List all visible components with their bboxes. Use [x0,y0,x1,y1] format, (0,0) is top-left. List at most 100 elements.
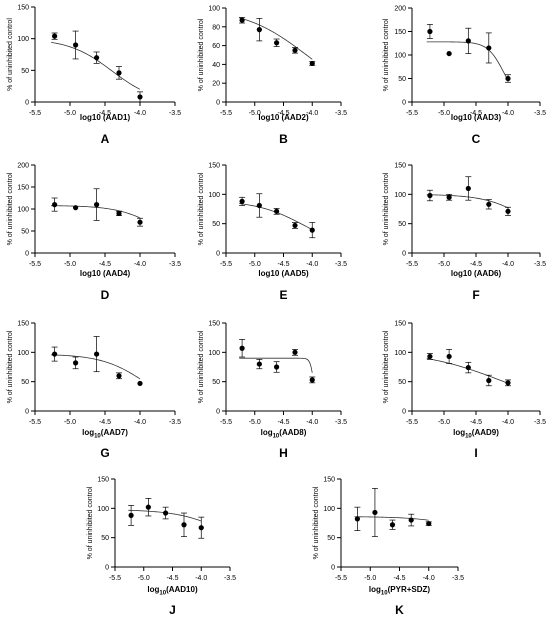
data-point [274,208,280,214]
y-tick-label: 50 [212,379,220,386]
x-tick-label: -3.5 [169,110,181,117]
data-point [73,42,79,48]
data-point [465,185,471,192]
y-tick-label: 40 [212,62,220,69]
data-point [274,364,280,370]
data-point [486,201,492,207]
y-tick-label: 0 [402,409,406,416]
panel-e: -5.5 -5.0 -4.5 -4.0 -3.5 0 50 100 150% of uninhi… [198,163,347,303]
fit-curve [354,516,429,521]
x-tick-label: -5.0 [64,110,76,117]
x-axis-label-main: log10 (AAD1) [80,113,131,122]
panel-letter: C [472,132,481,146]
data-point [256,202,262,209]
x-axis-label: log10(AAD10) [147,585,198,597]
fit-curve [239,17,313,60]
x-axis-label: log10 (AAD6) [451,269,502,278]
y-tick-label: 150 [17,321,29,328]
x-tick-label: -5.5 [335,575,347,582]
y-tick-label: 100 [208,6,220,13]
data-point [465,364,471,371]
data-point [446,50,452,57]
y-tick-label: 100 [17,350,29,357]
data-point [239,17,245,23]
y-tick-label: 60 [212,43,220,50]
x-axis-label-suffix: (AAD10) [166,585,198,594]
x-axis-label-main: log [147,585,159,594]
data-point [52,351,58,357]
data-point [427,192,433,199]
x-tick-label: -5.5 [406,261,418,268]
data-point [486,45,492,51]
y-tick-label: 50 [398,379,406,386]
x-axis-label-subscript: 10 [94,434,101,440]
x-tick-label: -5.0 [249,419,261,426]
y-axis-label: % of uninhibited control [313,486,320,559]
x-tick-label: -5.5 [109,575,121,582]
data-point [198,525,204,531]
x-tick-label: -5.0 [64,419,76,426]
x-axis-label-main: log10 (AAD5) [258,269,309,278]
panel-letter: G [100,446,109,460]
data-point [354,516,360,522]
panel-letter: K [395,603,404,617]
data-point [465,38,471,44]
x-tick-label: -3.5 [335,419,347,426]
data-point [389,522,396,528]
y-tick-label: 100 [17,207,29,214]
y-tick-label: 150 [17,185,29,192]
x-tick-label: -5.0 [438,261,450,268]
y-tick-label: 0 [216,251,220,258]
x-axis-label: log10(AAD8) [261,428,307,440]
panel-g: -5.5 -5.0 -4.5 -4.0 -3.5 0 50 100 150% of uninhi… [7,321,181,461]
fit-curve [51,354,141,380]
fit-curve [51,205,141,219]
fit-curve [239,203,313,230]
x-tick-label: -3.5 [335,261,347,268]
data-point [145,504,151,510]
x-tick-label: -3.5 [224,575,236,582]
x-tick-label: -4.5 [470,110,482,117]
y-tick-label: 20 [212,81,220,88]
data-point [256,361,262,367]
x-tick-label: -4.5 [277,419,289,426]
x-tick-label: -5.0 [249,110,261,117]
y-tick-label: 100 [208,192,220,199]
y-tick-label: 50 [101,535,109,542]
data-point [239,345,245,351]
y-tick-label: 150 [394,321,406,328]
x-tick-label: -5.5 [29,261,41,268]
y-tick-label: 150 [208,321,220,328]
x-tick-label: -4.0 [502,261,514,268]
x-tick-label: -5.5 [220,419,232,426]
x-tick-label: -5.5 [29,110,41,117]
y-tick-label: 100 [394,192,406,199]
panel-letter: F [472,288,479,302]
y-axis-label: % of uninhibited control [87,486,94,559]
x-tick-label: -4.0 [502,419,514,426]
y-tick-label: 100 [394,53,406,60]
y-tick-label: 100 [323,506,335,513]
y-axis-label: % of uninhibited control [7,330,14,403]
y-tick-label: 150 [208,163,220,170]
x-tick-label: -3.5 [534,110,546,117]
x-axis-label-suffix: (AAD8) [279,428,306,437]
data-point [292,222,298,229]
x-tick-label: -5.5 [406,110,418,117]
y-tick-label: 50 [398,221,406,228]
y-tick-label: 50 [21,68,29,75]
x-axis-label-subscript: 10 [465,434,472,440]
x-tick-label: -4.5 [166,575,178,582]
x-axis-label: log10 (AAD2) [258,113,309,122]
panel-c: -5.5 -5.0 -4.5 -4.0 -3.5 0 50 100 150 200 % of uni… [383,6,546,147]
data-point [116,70,122,76]
x-tick-label: -4.0 [502,110,514,117]
x-axis-label-main: log [261,428,273,437]
x-axis-label: log10 (AAD1) [80,113,131,122]
panel-f: -5.5 -5.0 -4.5 -4.0 -3.5 0 50 100 150 % of uninhi… [383,163,546,303]
data-point [239,198,245,204]
x-tick-label: -5.5 [220,261,232,268]
data-point [446,194,452,200]
data-point [292,349,298,355]
